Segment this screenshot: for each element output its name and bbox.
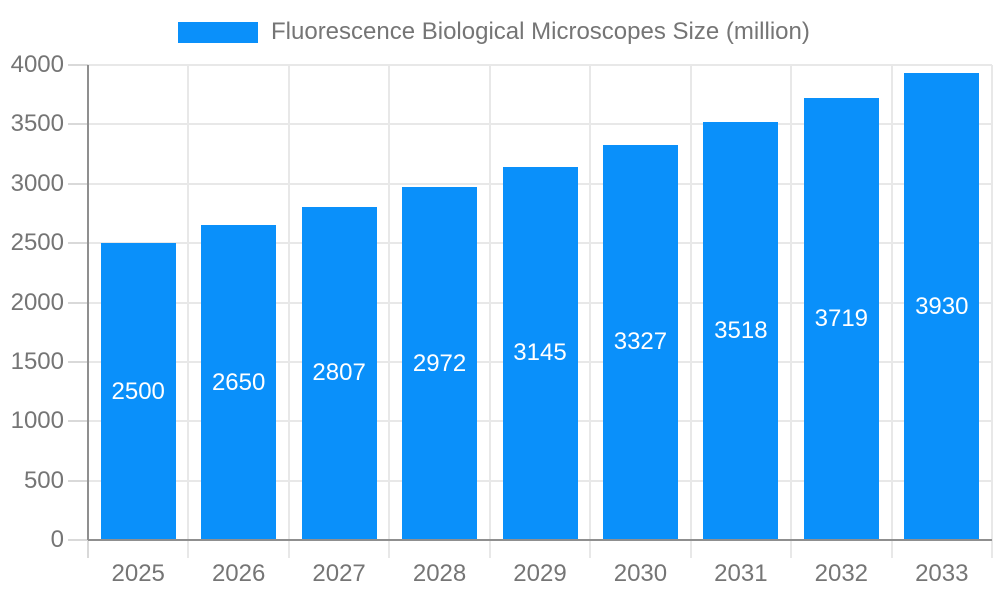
y-axis-tick bbox=[68, 360, 88, 363]
y-axis-line bbox=[87, 65, 89, 540]
bar-value-label: 2500 bbox=[111, 377, 165, 405]
y-axis-tick-label: 3000 bbox=[10, 169, 64, 197]
x-gridline bbox=[388, 65, 391, 558]
x-axis-tick bbox=[87, 540, 89, 558]
x-gridline bbox=[890, 65, 893, 558]
y-axis-tick bbox=[68, 242, 88, 245]
bar-2029[interactable] bbox=[502, 166, 578, 540]
x-axis-tick-label: 2029 bbox=[513, 560, 567, 587]
y-axis-tick-label: 4000 bbox=[10, 51, 64, 78]
x-gridline bbox=[589, 65, 592, 558]
x-gridline bbox=[991, 65, 993, 558]
x-axis-tick-label: 2032 bbox=[814, 560, 869, 587]
legend-label: Fluorescence Biological Microscopes Size… bbox=[271, 18, 810, 45]
bar-value-label: 2807 bbox=[312, 359, 366, 387]
x-gridline bbox=[689, 65, 692, 558]
x-gridline bbox=[187, 65, 190, 558]
bar-2026[interactable] bbox=[201, 225, 277, 540]
x-axis-tick-label: 2027 bbox=[312, 560, 366, 587]
x-axis-tick-label: 2026 bbox=[211, 560, 266, 587]
legend-swatch bbox=[178, 21, 258, 43]
bar-2031[interactable] bbox=[703, 122, 779, 540]
y-axis-tick bbox=[68, 479, 88, 482]
bar-2033[interactable] bbox=[904, 73, 980, 540]
bar-value-label: 2650 bbox=[211, 368, 266, 396]
x-gridline bbox=[790, 65, 793, 558]
y-axis-tick-label: 1500 bbox=[10, 347, 64, 375]
y-axis-tick-label: 0 bbox=[50, 526, 64, 553]
x-axis-tick-label: 2033 bbox=[915, 560, 969, 587]
y-axis-tick-label: 2000 bbox=[10, 288, 64, 316]
y-gridline bbox=[88, 64, 992, 66]
x-gridline bbox=[287, 65, 290, 558]
x-axis-tick-label: 2028 bbox=[412, 560, 467, 587]
bar-value-label: 3719 bbox=[814, 305, 869, 333]
bar-value-label: 3145 bbox=[513, 339, 567, 367]
bar-value-label: 2972 bbox=[412, 349, 467, 377]
y-axis-tick bbox=[68, 301, 88, 304]
x-axis-tick-label: 2031 bbox=[714, 560, 768, 587]
x-axis-line bbox=[88, 539, 992, 541]
x-gridline bbox=[488, 65, 491, 558]
y-gridline bbox=[88, 123, 992, 126]
bar-value-label: 3930 bbox=[915, 292, 969, 320]
y-axis-tick-label: 1000 bbox=[10, 407, 64, 435]
bar-value-label: 3327 bbox=[613, 328, 668, 356]
bar-2027[interactable] bbox=[301, 206, 377, 540]
bar-2032[interactable] bbox=[803, 98, 879, 540]
y-axis-tick bbox=[68, 420, 88, 423]
bar-2025[interactable] bbox=[100, 243, 176, 540]
bar-value-label: 3518 bbox=[714, 317, 768, 345]
x-axis-tick-label: 2030 bbox=[613, 560, 668, 587]
bar-2028[interactable] bbox=[402, 187, 478, 540]
y-axis-tick bbox=[68, 64, 88, 66]
y-axis-tick-label: 2500 bbox=[10, 229, 64, 257]
y-axis-tick bbox=[68, 123, 88, 126]
y-axis-tick-label: 500 bbox=[23, 466, 64, 494]
legend-item[interactable]: Fluorescence Biological Microscopes Size… bbox=[178, 18, 810, 46]
y-axis-tick-label: 3500 bbox=[10, 110, 64, 138]
y-axis-tick bbox=[68, 539, 88, 541]
bar-2030[interactable] bbox=[602, 144, 678, 540]
x-axis-tick-label: 2025 bbox=[111, 560, 165, 587]
y-axis-tick bbox=[68, 182, 88, 185]
